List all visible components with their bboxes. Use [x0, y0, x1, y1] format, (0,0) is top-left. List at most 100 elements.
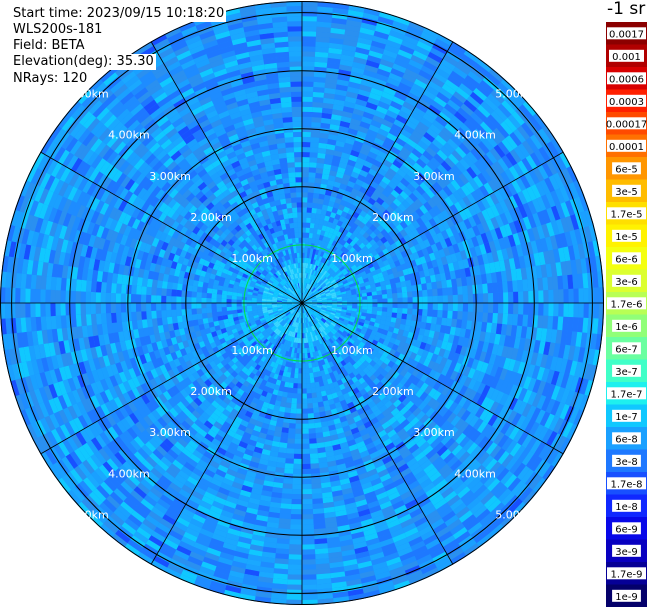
range-gate-cell: [308, 279, 311, 285]
range-gate-cell: [310, 212, 317, 219]
range-gate-cell: [432, 295, 438, 303]
range-gate-cell: [480, 121, 493, 135]
range-gate-cell: [403, 173, 414, 184]
range-gate-cell: [372, 115, 384, 124]
range-gate-cell: [378, 205, 387, 214]
range-gate-cell: [412, 162, 424, 173]
range-gate-cell: [335, 89, 347, 97]
range-gate-cell: [346, 19, 362, 28]
range-gate-cell: [302, 207, 307, 213]
range-gate-cell: [406, 138, 418, 149]
range-gate-cell: [311, 112, 322, 118]
range-gate-cell: [494, 107, 508, 122]
range-gate-cell: [354, 261, 362, 268]
range-gate-cell: [302, 549, 316, 555]
range-gate-cell: [447, 153, 460, 165]
range-gate-cell: [318, 142, 328, 149]
range-gate-cell: [339, 120, 351, 128]
range-gate-cell: [328, 285, 334, 290]
range-gate-cell: [466, 151, 478, 164]
range-gate-cell: [381, 119, 394, 129]
range-gate-cell: [303, 283, 306, 289]
range-gate-cell: [346, 132, 357, 141]
range-gate-cell: [384, 233, 392, 241]
range-gate-cell: [315, 553, 329, 560]
range-gate-cell: [361, 74, 376, 83]
range-gate-cell: [394, 260, 401, 267]
range-gate-cell: [396, 252, 404, 260]
range-gate-cell: [437, 164, 448, 175]
range-gate-cell: [374, 209, 383, 217]
range-gate-cell: [327, 255, 333, 261]
range-gate-cell: [489, 131, 502, 145]
range-gate-cell: [342, 280, 348, 285]
range-gate-cell: [317, 396, 323, 403]
range-gate-cell: [347, 128, 358, 136]
range-gate-cell: [319, 281, 325, 287]
range-gate-cell: [352, 303, 358, 306]
range-gate-cell: [378, 63, 393, 73]
range-gate-cell: [332, 246, 338, 253]
range-gate-cell: [322, 258, 328, 264]
range-gate-cell: [341, 268, 347, 274]
range-gate-cell: [476, 58, 493, 73]
range-gate-cell: [323, 241, 329, 248]
range-gate-cell: [305, 227, 310, 233]
range-gate-cell: [313, 192, 320, 199]
range-gate-cell: [360, 271, 367, 277]
range-gate-cell: [309, 152, 318, 158]
range-gate-cell: [302, 489, 312, 495]
range-gate-cell: [397, 133, 409, 143]
range-gate-cell: [432, 205, 442, 216]
range-gate-cell: [505, 135, 518, 150]
range-gate-cell: [359, 235, 367, 243]
range-gate-cell: [352, 300, 358, 303]
range-gate-cell: [328, 262, 334, 268]
range-gate-cell: [373, 228, 381, 236]
range-gate-cell: [444, 103, 458, 116]
range-gate-cell: [419, 117, 433, 128]
range-gate-cell: [308, 428, 316, 434]
range-gate-cell: [497, 158, 509, 172]
range-gate-cell: [547, 276, 554, 291]
range-gate-cell: [302, 106, 313, 112]
range-gate-cell: [309, 253, 313, 259]
range-gate-cell: [302, 172, 309, 178]
range-gate-cell: [371, 249, 378, 257]
range-gate-cell: [388, 128, 401, 138]
range-gate-cell: [302, 494, 313, 500]
range-gate-cell: [318, 137, 328, 144]
range-gate-cell: [307, 192, 314, 198]
range-gate-cell: [593, 287, 599, 303]
range-gate-cell: [482, 76, 498, 90]
range-gate-cell: [335, 278, 342, 283]
range-gate-cell: [442, 54, 459, 67]
range-gate-cell: [343, 142, 354, 150]
range-gate-cell: [349, 246, 356, 254]
range-gate-cell: [525, 119, 539, 135]
range-gate-cell: [369, 45, 385, 55]
range-gate-cell: [317, 250, 322, 256]
range-gate-cell: [312, 91, 325, 98]
range-gate-cell: [304, 257, 307, 263]
range-gate-cell: [344, 256, 351, 263]
range-gate-cell: [379, 243, 387, 251]
range-gate-cell: [305, 295, 309, 300]
range-gate-cell: [289, 377, 295, 384]
range-gate-cell: [467, 311, 473, 321]
range-gate-cell: [297, 383, 302, 389]
range-gate-cell: [339, 199, 347, 207]
range-gate-cell: [410, 111, 423, 122]
range-gate-cell: [356, 42, 371, 51]
range-gate-cell: [336, 209, 343, 216]
range-gate-cell: [324, 259, 330, 265]
range-gate-cell: [502, 313, 509, 325]
range-gate-cell: [501, 138, 514, 153]
range-gate-cell: [562, 168, 574, 185]
range-gate-cell: [302, 408, 308, 414]
range-gate-cell: [321, 225, 327, 232]
range-gate-cell: [465, 135, 478, 149]
range-gate-cell: [320, 257, 325, 263]
range-gate-cell: [372, 295, 378, 300]
range-gate-cell: [322, 285, 328, 290]
